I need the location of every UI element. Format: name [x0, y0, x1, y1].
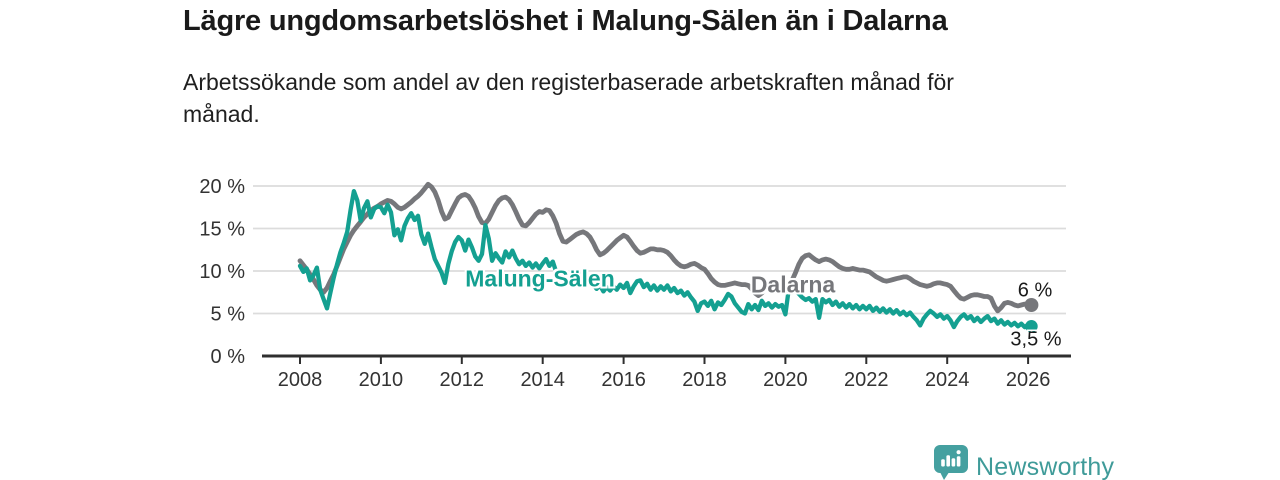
series-line-dalarna: [297, 181, 1034, 314]
x-axis-tick-label: 2020: [763, 369, 808, 391]
x-axis-tick-label: 2016: [601, 369, 646, 391]
series-label-malung-salen: Malung-Sälen: [465, 265, 615, 292]
brand-wordmark: Newsworthy: [976, 453, 1115, 480]
y-axis-tick-label: 20 %: [199, 176, 245, 198]
y-axis-tick-label: 0 %: [211, 346, 246, 368]
x-axis-tick-label: 2022: [844, 369, 889, 391]
series-end-dot-dalarna: [1024, 298, 1039, 312]
end-value-label-dalarna: 6 %: [1017, 279, 1053, 302]
y-axis-tick-label: 15 %: [199, 219, 245, 241]
x-axis-tick-label: 2008: [278, 369, 323, 391]
page-subtitle: Arbetssökande som andel av den registerb…: [183, 69, 954, 127]
x-axis-tick-label: 2014: [520, 369, 565, 391]
y-axis-tick-label: 5 %: [211, 304, 246, 326]
x-axis-tick-label: 2026: [1006, 369, 1051, 391]
end-value-label-malung-salen: 3,5 %: [1010, 328, 1062, 351]
x-axis-tick-label: 2010: [359, 369, 404, 391]
series-label-dalarna: Dalarna: [750, 271, 836, 298]
series-end-dot-malung-salen: [1025, 320, 1038, 333]
y-axis-tick-label: 10 %: [199, 261, 245, 283]
page-title: Lägre ungdomsarbetslöshet i Malung-Sälen…: [183, 5, 948, 37]
x-axis-tick-label: 2024: [925, 369, 970, 391]
x-axis-tick-label: 2012: [440, 369, 485, 391]
x-axis-tick-label: 2018: [682, 369, 727, 391]
series-line-malung-salen: [297, 188, 1034, 330]
newsworthy-logo-icon: [934, 445, 968, 480]
